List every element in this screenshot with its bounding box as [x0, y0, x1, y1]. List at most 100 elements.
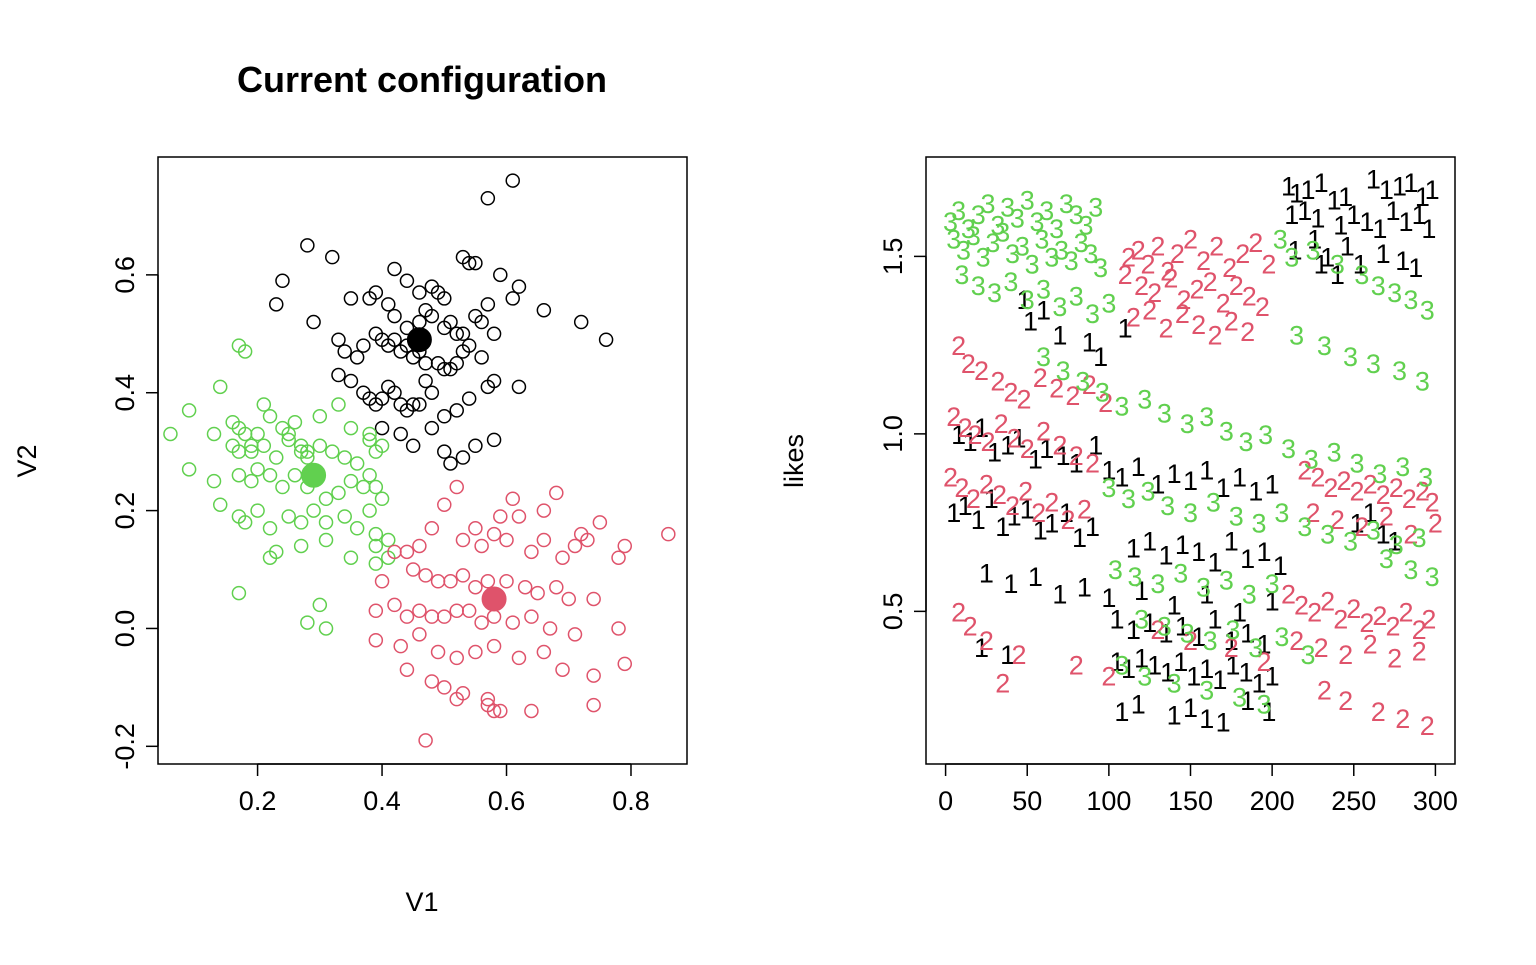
cluster-3-label-point: 3: [1248, 633, 1263, 663]
cluster-2-point: [206, 473, 222, 489]
cluster-1-point: [275, 273, 290, 289]
cluster-1-label-point: 1: [1088, 431, 1103, 461]
cluster-2-label-point: 2: [1330, 505, 1345, 535]
cluster-3-label-point: 3: [1121, 484, 1136, 514]
cluster-2-label-point: 2: [1020, 434, 1035, 464]
cluster-3-label-point: 3: [1304, 445, 1319, 475]
right-y-tick-label: 1.5: [878, 238, 908, 276]
cluster-3-point: [586, 697, 601, 713]
cluster-3-point: [555, 550, 570, 565]
cluster-2-label-point: 2: [1389, 473, 1404, 503]
cluster-2-point: [318, 491, 334, 507]
cluster-3-point: [449, 603, 464, 619]
cluster-1-label-point: 1: [1167, 459, 1182, 489]
cluster-2-label-point: 2: [1134, 271, 1149, 301]
cluster-2-point: [368, 556, 384, 571]
left-x-axis: 0.2 0.4 0.6 0.8: [239, 763, 650, 816]
cluster-1-label-point: 1: [1284, 200, 1299, 230]
cluster-3-label-point: 3: [1030, 207, 1045, 237]
cluster-3-point: [474, 615, 489, 630]
cluster-2-point: [256, 397, 272, 412]
cluster-2-point: [262, 467, 278, 483]
cluster-1-point: [449, 326, 464, 342]
cluster-2-label-point: 2: [1160, 257, 1175, 287]
cluster-1-label-point: 1: [1216, 707, 1231, 737]
cluster-2-label-point: 2: [1176, 285, 1191, 315]
cluster-3-point: [536, 503, 552, 518]
cluster-1-label-point: 1: [1425, 175, 1440, 205]
cluster-1-point: [412, 397, 427, 412]
cluster-3-point: [524, 609, 539, 624]
cluster-2-label-point: 2: [1170, 239, 1185, 269]
cluster-1-point: [349, 350, 365, 365]
cluster-1-point: [474, 314, 489, 330]
cluster-1-point: [468, 255, 483, 271]
cluster-2-point: [362, 426, 377, 442]
cluster-3-label-point: 3: [1206, 487, 1221, 517]
cluster-2-label-point: 2: [1061, 505, 1076, 535]
cluster-1-label-point: 1: [1392, 171, 1407, 201]
cluster-2-point: [275, 479, 290, 495]
cluster-1-label-point: 1: [1000, 431, 1015, 461]
cluster-1-label-point: 1: [1134, 576, 1149, 606]
cluster-3-label-point: 3: [1039, 196, 1054, 226]
left-x-tick-label: 0.6: [488, 786, 526, 816]
cluster-3-point: [437, 609, 452, 624]
cluster-2-label-point: 2: [1229, 271, 1244, 301]
cluster-3-label-point: 3: [1196, 573, 1211, 603]
cluster-2-point: [231, 467, 247, 483]
cluster-3-point: [399, 662, 415, 677]
cluster-3-label-point: 3: [1114, 651, 1129, 681]
cluster-2-point: [300, 450, 315, 465]
cluster-3-label-point: 3: [1238, 427, 1253, 457]
cluster-3-point: [486, 703, 502, 719]
cluster-2-label-point: 2: [1403, 519, 1418, 549]
cluster-2-label-point: 2: [961, 349, 976, 379]
cluster-2-label-point: 2: [1163, 264, 1178, 294]
left-y-axis-label: V2: [12, 444, 42, 477]
cluster-2-point: [312, 597, 328, 613]
cluster-3-point: [586, 591, 601, 607]
cluster-3-point: [580, 532, 595, 548]
cluster-2-label-point: 2: [1261, 249, 1276, 279]
cluster-2-point: [244, 473, 259, 489]
cluster-2-label-point: 2: [1317, 675, 1332, 705]
cluster-1-label-point: 1: [1101, 455, 1116, 485]
cluster-2-label-point: 2: [1379, 502, 1394, 532]
cluster-3-label-point: 3: [1412, 523, 1427, 553]
cluster-1-label-point: 1: [1036, 296, 1051, 326]
cluster-2-point: [293, 515, 309, 530]
cluster-2-point: [368, 479, 384, 495]
cluster-3-point: [387, 544, 402, 560]
cluster-3-label-point: 3: [1258, 420, 1273, 450]
right-x-tick-label: 300: [1413, 786, 1458, 816]
left-panel: Current configuration 0.2 0.4 0.6 0.8 -0.2 0…: [12, 59, 688, 917]
cluster-3-label-point: 3: [1101, 289, 1116, 319]
cluster-1-point: [461, 391, 477, 406]
cluster-1-label-point: 1: [1232, 597, 1247, 627]
cluster-2-label-point: 2: [1085, 448, 1100, 478]
cluster-3-point: [449, 691, 464, 707]
cluster-3-point: [530, 585, 545, 601]
cluster-2-point: [368, 538, 384, 554]
cluster-3-point: [486, 638, 502, 654]
cluster-3-point: [524, 703, 539, 719]
cluster-2-label-point: 2: [1395, 704, 1410, 734]
cluster-1-point: [424, 420, 440, 436]
cluster-1-label-point: 1: [1012, 423, 1027, 453]
cluster-2-label-point: 2: [1098, 388, 1113, 418]
cluster-1-point: [486, 432, 502, 448]
cluster-3-point: [611, 550, 626, 565]
cluster-1-label-point: 1: [1238, 658, 1253, 688]
cluster-1-point: [387, 385, 402, 400]
cluster-3-label-point: 3: [1242, 580, 1257, 610]
cluster-2-label-point: 2: [979, 470, 994, 500]
cluster-2-label-point: 2: [1350, 477, 1365, 507]
cluster-2-label-point: 2: [1077, 494, 1092, 524]
cluster-2-point: [362, 503, 377, 518]
cluster-1-label-point: 1: [1020, 494, 1035, 524]
cluster-3-label-point: 3: [1137, 384, 1152, 414]
cluster-1-point: [399, 273, 415, 289]
cluster-3-point: [418, 568, 433, 583]
cluster-2-label-point: 2: [1224, 306, 1239, 336]
